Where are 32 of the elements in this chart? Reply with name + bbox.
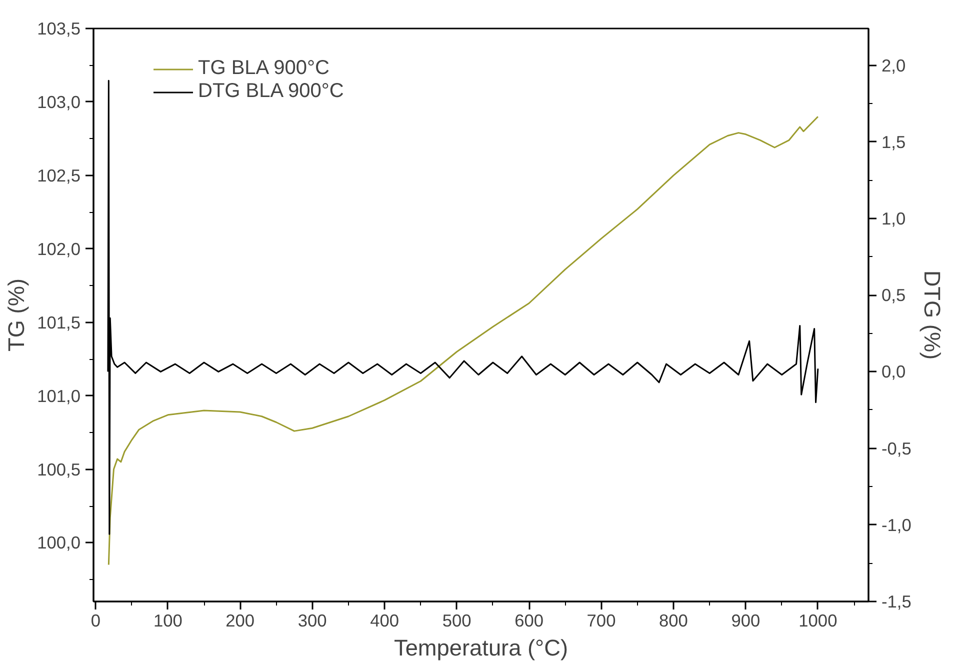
- x-axis-title: Temperatura (°C): [394, 634, 568, 660]
- x-tick-label: 100: [153, 610, 182, 630]
- x-tick-label: 500: [442, 610, 472, 630]
- x-tick-label: 400: [370, 610, 400, 630]
- x-tick-label: 700: [586, 610, 616, 630]
- legend-label: TG BLA 900°C: [198, 57, 330, 80]
- legend-label: DTG BLA 900°C: [198, 80, 344, 103]
- y2-tick-label: -1,0: [882, 514, 912, 535]
- y-tick-label: 103,5: [37, 18, 81, 38]
- y2-tick-label: 1,0: [882, 208, 906, 228]
- y2-tick-label: 2,0: [882, 55, 906, 76]
- y-axis-title: TG (%): [3, 278, 30, 352]
- y2-tick-label: 1,5: [882, 132, 906, 152]
- y-tick-label: 101,0: [37, 386, 81, 406]
- y-tick-label: 100,0: [37, 532, 81, 553]
- y2-axis-title: DTG (%): [919, 270, 946, 360]
- x-tick-label: 600: [514, 610, 544, 630]
- x-tick-label: 0: [90, 610, 100, 630]
- x-tick-label: 1000: [798, 610, 838, 630]
- y2-tick-label: -0,5: [882, 438, 912, 458]
- y-tick-label: 101,5: [37, 312, 81, 332]
- x-tick-label: 800: [659, 610, 688, 630]
- y-tick-label: 102,0: [37, 238, 81, 259]
- y2-tick-label: -1,5: [882, 592, 912, 612]
- x-tick-label: 900: [731, 610, 760, 630]
- y-tick-label: 102,5: [37, 165, 81, 186]
- y-tick-label: 103,0: [37, 92, 81, 112]
- x-tick-label: 200: [226, 610, 255, 630]
- y2-tick-label: 0,0: [882, 362, 906, 382]
- x-tick-label: 300: [298, 610, 327, 630]
- y2-tick-label: 0,5: [882, 285, 906, 306]
- y-tick-label: 100,5: [37, 459, 81, 480]
